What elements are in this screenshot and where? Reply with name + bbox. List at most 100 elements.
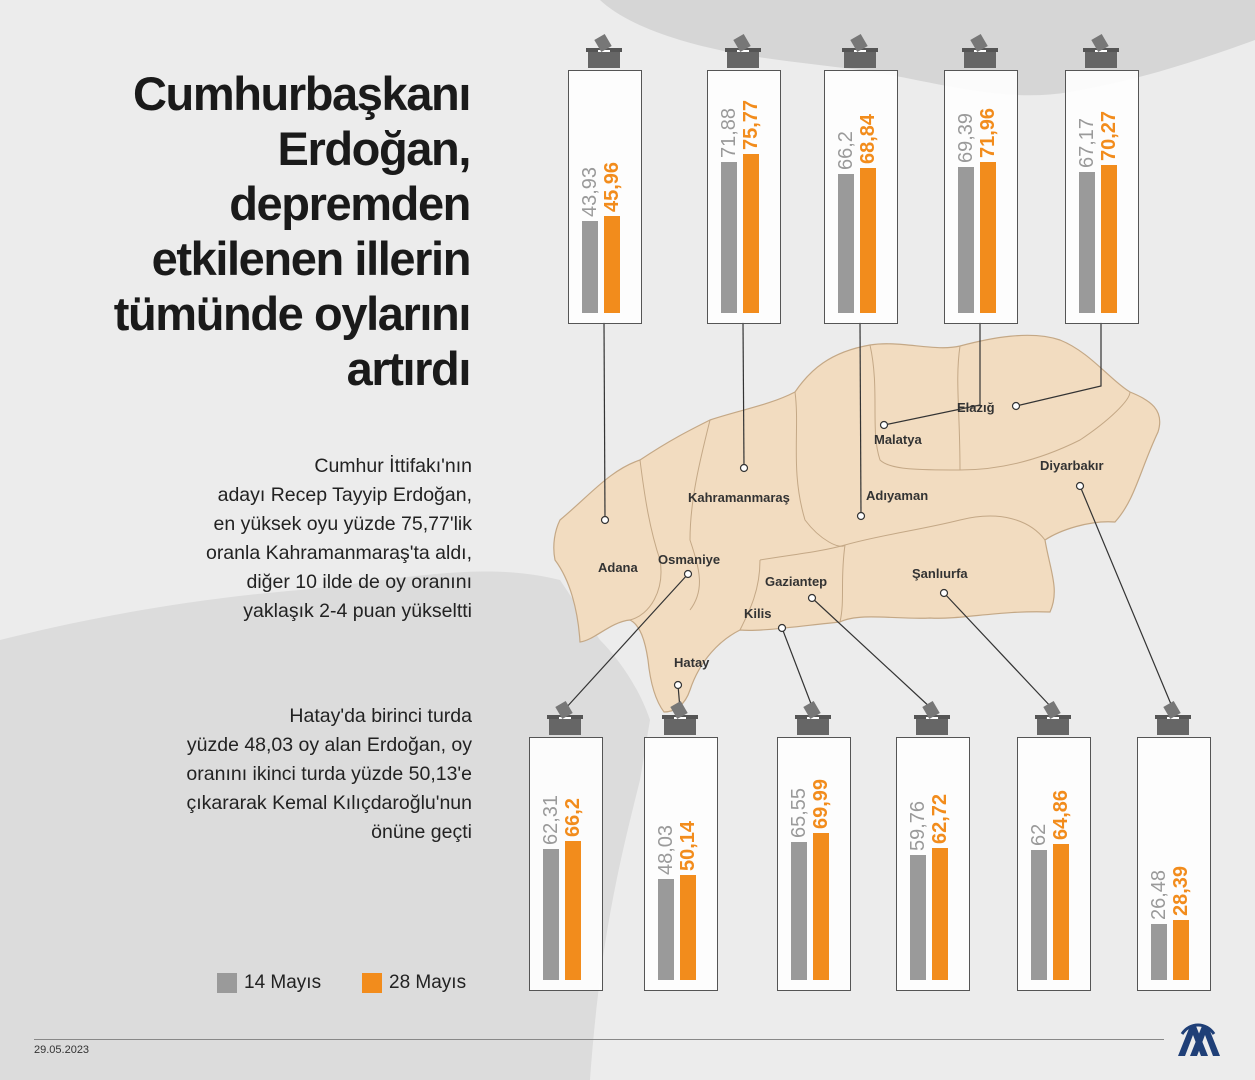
bar-14-mayis (658, 879, 674, 980)
value-label-14-mayis: 71,88 (718, 107, 740, 159)
leader-line (564, 573, 689, 710)
ballot-box-icon (1155, 700, 1191, 735)
province-chart-box: 67,17 70,27 (1065, 70, 1139, 324)
paragraph-line: en yüksek oyu yüzde 75,77'lik (213, 513, 472, 535)
paragraph-line: adayı Recep Tayyip Erdoğan, (217, 484, 472, 506)
ballot-box-icon (914, 700, 950, 735)
bar-14-mayis (1151, 924, 1167, 980)
bar-28-mayis (1173, 920, 1189, 980)
bar-14-mayis (721, 162, 737, 313)
leader-line (811, 597, 933, 710)
legend-item-first: 14 Mayıs (217, 971, 321, 995)
mediterranean-sea (0, 571, 650, 1080)
province-label: Kahramanmaraş (688, 490, 790, 505)
date-label: 29.05.2023 (34, 1044, 90, 1056)
bar-28-mayis (743, 153, 759, 313)
paragraph-line: önüne geçti (371, 821, 472, 843)
value-label-14-mayis: 48,03 (655, 825, 677, 876)
value-label-14-mayis: 65,55 (788, 788, 810, 839)
aa-logo-icon (1178, 1023, 1220, 1056)
value-label-14-mayis: 59,76 (907, 800, 929, 851)
value-label-14-mayis: 62 (1028, 823, 1050, 846)
leader-line (943, 592, 1054, 710)
bar-14-mayis (1031, 849, 1047, 980)
bar-28-mayis (1101, 165, 1117, 313)
value-label-28-mayis: 68,84 (857, 114, 879, 165)
bar-14-mayis (582, 220, 598, 313)
province-label: Adıyaman (866, 488, 929, 503)
value-label-14-mayis: 62,31 (540, 795, 562, 846)
province-chart-box: 62,31 66,2 (529, 737, 603, 991)
leader-line (1079, 485, 1174, 710)
title-line: depremden (229, 177, 471, 230)
ballot-box-icon (1083, 33, 1119, 68)
paragraph-line: Cumhur İttifakı'nın (314, 455, 472, 477)
map-anchor-dot (683, 569, 693, 579)
legend-label-second: 28 Mayıs (389, 972, 467, 993)
ballot-box-icon (842, 33, 878, 68)
hatay-paragraph: Hatay'da birinci turda yüzde 48,03 oy al… (40, 702, 472, 847)
map-anchor-dot (1075, 481, 1085, 491)
leader-line (781, 627, 814, 710)
province-label: Malatya (874, 432, 922, 447)
province-chart-box: 66,2 68,84 (824, 70, 898, 324)
bar-28-mayis (980, 161, 996, 313)
value-label-28-mayis: 62,72 (929, 794, 951, 845)
value-label-28-mayis: 64,86 (1050, 789, 1072, 840)
province-label: Adana (598, 560, 638, 575)
footer-rule (34, 1039, 1164, 1040)
value-label-28-mayis: 45,96 (601, 162, 623, 213)
ballot-box-icon (1035, 700, 1071, 735)
value-label-14-mayis: 69,39 (955, 113, 977, 164)
province-chart-box: 62 64,86 (1017, 737, 1091, 991)
bar-28-mayis (565, 840, 581, 980)
bar-28-mayis (1053, 843, 1069, 980)
province-chart-box: 69,39 71,96 (944, 70, 1018, 324)
paragraph-line: yaklaşık 2-4 puan yükseltti (243, 600, 472, 622)
map-anchor-dot (1011, 401, 1021, 411)
title-line: tümünde oylarını (113, 287, 472, 340)
province-chart-box: 48,03 50,14 (644, 737, 718, 991)
bar-28-mayis (860, 168, 876, 313)
ballot-box-icon (725, 33, 761, 68)
leader-line (883, 322, 981, 426)
province-label: Şanlıurfa (912, 566, 968, 581)
map-anchor-dot (739, 463, 749, 473)
map-anchor-dot (673, 680, 683, 690)
bar-14-mayis (543, 849, 559, 980)
ballot-box-icon (662, 700, 698, 735)
title-line: Erdoğan, (277, 122, 472, 175)
province-label: Hatay (674, 655, 710, 670)
bar-28-mayis (604, 216, 620, 313)
value-label-28-mayis: 69,99 (810, 778, 832, 830)
leader-line (742, 321, 745, 469)
title-line: Cumhurbaşkanı (133, 67, 471, 120)
province-chart-box: 26,48 28,39 (1137, 737, 1211, 991)
value-label-28-mayis: 71,96 (977, 107, 999, 158)
bar-28-mayis (813, 833, 829, 980)
legend-swatch-gray (217, 973, 237, 993)
paragraph-line: çıkararak Kemal Kılıçdaroğlu'nun (186, 792, 472, 814)
province-chart-box: 71,88 75,77 (707, 70, 781, 324)
province-chart-box: 59,76 62,72 (896, 737, 970, 991)
province-label: Elazığ (957, 400, 995, 415)
value-label-28-mayis: 50,14 (677, 820, 699, 871)
bar-28-mayis (680, 874, 696, 980)
bar-14-mayis (791, 842, 807, 980)
ballot-box-icon (547, 700, 583, 735)
paragraph-line: yüzde 48,03 oy alan Erdoğan, oy (186, 734, 472, 756)
title-line: etkilenen illerin (151, 232, 472, 285)
province-chart-box: 65,55 69,99 (777, 737, 851, 991)
value-label-14-mayis: 43,93 (579, 166, 601, 217)
value-label-28-mayis: 70,27 (1098, 111, 1120, 162)
value-label-14-mayis: 66,2 (835, 131, 857, 170)
value-label-14-mayis: 67,17 (1076, 117, 1098, 168)
province-label: Kilis (744, 606, 772, 621)
bar-14-mayis (838, 173, 854, 313)
bar-14-mayis (1079, 171, 1095, 313)
map-anchor-dot (600, 515, 610, 525)
bar-14-mayis (958, 167, 974, 313)
province-label: Gaziantep (765, 574, 828, 589)
value-label-28-mayis: 28,39 (1170, 866, 1192, 917)
